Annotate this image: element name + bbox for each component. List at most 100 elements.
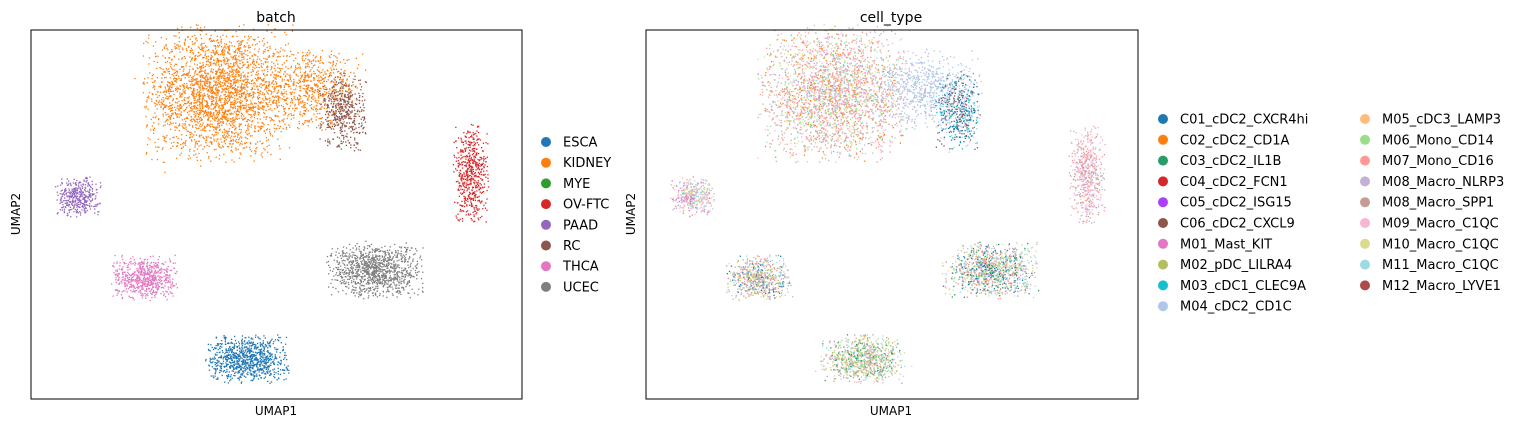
scatter-point xyxy=(245,120,248,123)
scatter-point xyxy=(267,123,269,126)
scatter-point xyxy=(204,54,206,56)
scatter-point xyxy=(222,72,224,74)
scatter-point xyxy=(267,66,269,68)
scatter-point xyxy=(227,145,229,148)
scatter-point xyxy=(347,96,349,99)
scatter-point xyxy=(75,187,77,190)
scatter-point xyxy=(472,162,474,164)
scatter-point xyxy=(56,213,58,215)
scatter-point xyxy=(71,194,73,196)
scatter-point xyxy=(163,136,166,138)
scatter-point xyxy=(256,43,258,45)
scatter-point xyxy=(224,91,227,93)
scatter-point xyxy=(267,106,269,108)
scatter-point xyxy=(356,87,358,89)
scatter-point xyxy=(215,126,217,128)
scatter-point xyxy=(285,66,287,68)
scatter-point xyxy=(194,111,196,113)
scatter-point xyxy=(260,90,262,93)
scatter-point xyxy=(286,79,288,81)
scatter-point xyxy=(181,57,184,59)
scatter-point xyxy=(468,149,471,151)
scatter-point xyxy=(200,159,202,161)
scatter-point xyxy=(173,93,175,95)
scatter-point xyxy=(77,184,80,186)
scatter-point xyxy=(318,60,320,62)
scatter-point xyxy=(247,119,250,121)
scatter-point xyxy=(342,124,344,126)
scatter-point xyxy=(169,110,172,112)
scatter-point xyxy=(181,100,183,102)
scatter-point xyxy=(158,101,160,103)
scatter-point xyxy=(236,35,238,37)
scatter-point xyxy=(227,62,229,64)
scatter-point xyxy=(180,94,182,96)
scatter-point xyxy=(83,179,85,181)
scatter-point xyxy=(207,136,209,138)
scatter-point xyxy=(353,115,355,117)
scatter-point xyxy=(237,110,239,112)
scatter-point xyxy=(196,83,199,86)
scatter-point xyxy=(466,154,468,157)
scatter-point xyxy=(464,202,466,204)
scatter-point xyxy=(210,95,212,97)
scatter-point xyxy=(238,139,240,141)
scatter-point xyxy=(467,213,470,215)
scatter-point xyxy=(227,131,229,133)
scatter-point xyxy=(175,157,178,159)
scatter-point xyxy=(230,143,232,145)
scatter-point xyxy=(230,83,232,85)
scatter-point xyxy=(475,154,478,156)
scatter-point xyxy=(477,200,479,202)
scatter-point xyxy=(293,71,295,73)
scatter-point xyxy=(318,81,320,83)
scatter-point xyxy=(260,125,262,127)
scatter-point xyxy=(82,206,84,208)
scatter-point xyxy=(167,119,169,121)
scatter-point xyxy=(76,208,78,210)
scatter-point xyxy=(218,111,220,113)
scatter-point xyxy=(207,107,210,109)
scatter-point xyxy=(474,172,477,174)
scatter-point xyxy=(464,196,466,198)
scatter-point xyxy=(483,158,485,160)
scatter-point xyxy=(328,120,331,122)
scatter-point xyxy=(278,85,281,87)
scatter-point xyxy=(265,136,268,139)
scatter-point xyxy=(184,92,186,94)
scatter-point xyxy=(187,158,189,160)
scatter-point xyxy=(233,122,235,124)
scatter-point xyxy=(193,43,195,45)
scatter-point xyxy=(207,103,209,105)
scatter-point xyxy=(246,90,248,92)
scatter-point xyxy=(232,75,234,78)
scatter-point xyxy=(341,108,343,110)
scatter-point xyxy=(353,150,356,152)
scatter-point xyxy=(465,164,467,166)
scatter-point xyxy=(322,99,325,101)
scatter-point xyxy=(206,106,208,108)
scatter-point xyxy=(233,69,235,71)
scatter-point xyxy=(235,110,237,112)
scatter-point xyxy=(324,140,327,142)
scatter-point xyxy=(258,106,260,108)
scatter-point xyxy=(238,74,241,77)
scatter-point xyxy=(122,269,124,271)
scatter-point xyxy=(334,95,336,97)
scatter-point xyxy=(240,47,242,49)
scatter-point xyxy=(350,130,352,133)
scatter-point xyxy=(223,140,226,142)
scatter-point xyxy=(287,97,289,99)
scatter-point xyxy=(363,110,365,112)
scatter-point xyxy=(195,108,197,110)
scatter-point xyxy=(455,160,457,162)
scatter-point xyxy=(181,105,183,108)
scatter-point xyxy=(201,49,203,51)
scatter-point xyxy=(222,122,224,124)
scatter-point xyxy=(165,90,168,92)
scatter-point xyxy=(300,101,302,103)
scatter-point xyxy=(312,54,315,57)
scatter-point xyxy=(182,86,185,88)
scatter-point xyxy=(204,125,206,128)
scatter-point xyxy=(308,49,310,51)
